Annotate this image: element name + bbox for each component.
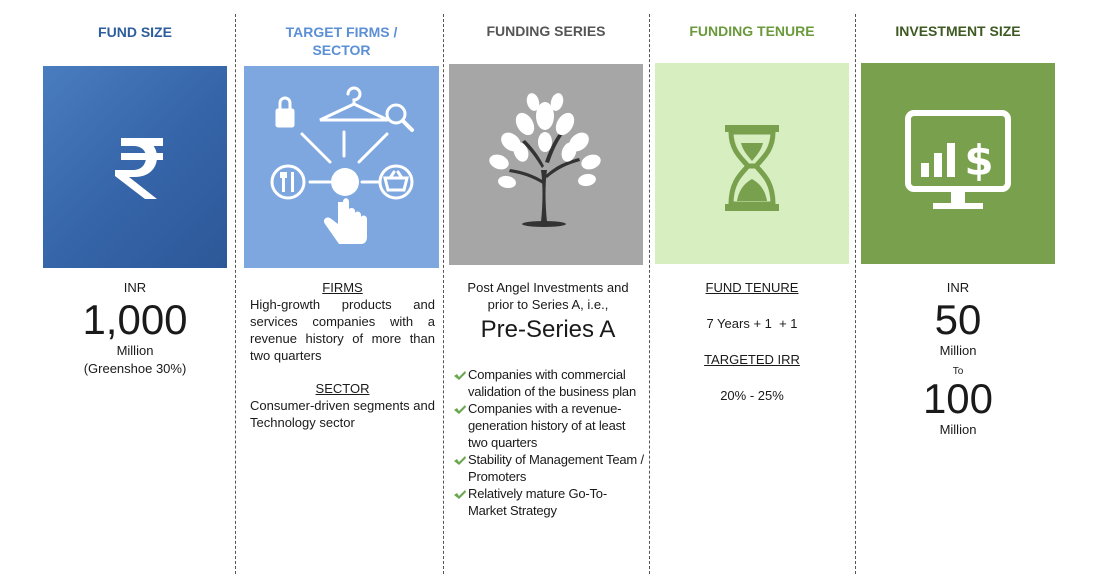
investment-connector: To	[952, 366, 964, 377]
firms-text: High-growth products and services compan…	[250, 297, 435, 363]
tree-icon	[489, 93, 601, 227]
investment-max-amount: 100	[922, 375, 994, 422]
criteria-text: Relatively mature Go-To-Market Strategy	[468, 486, 607, 518]
fund-tenure-title: FUND TENURE	[705, 280, 799, 295]
column-divider	[443, 14, 444, 574]
list-item: Companies with a revenue-generation hist…	[452, 400, 644, 451]
check-icon	[454, 486, 466, 503]
funding-series-column: FUNDING SERIES	[449, 0, 644, 585]
funding-tenure-tile	[655, 63, 849, 264]
column-divider	[649, 14, 650, 574]
investment-size-tile: $	[861, 63, 1055, 264]
funding-series-tile	[449, 64, 643, 265]
column-divider	[235, 14, 236, 574]
targeted-irr-title: TARGETED IRR	[704, 352, 800, 367]
fund-size-amount: 1,000	[82, 296, 188, 343]
funding-series-criteria: Companies with commercial validation of …	[452, 366, 644, 519]
criteria-text: Companies with commercial validation of …	[468, 367, 636, 399]
hourglass-icon	[725, 125, 779, 211]
funding-series-stage: Pre-Series A	[480, 316, 616, 343]
check-icon	[454, 452, 466, 469]
investment-size-column: INVESTMENT SIZE $ INR 50 Million To 100 …	[861, 0, 1055, 585]
investment-currency: INR	[946, 280, 970, 295]
criteria-text: Companies with a revenue-generation hist…	[468, 401, 626, 450]
fund-size-unit: Million	[116, 343, 154, 358]
target-firms-heading: TARGET FIRMS / SECTOR	[285, 24, 398, 58]
investment-size-details: INR 50 Million To 100 Million	[861, 279, 1055, 438]
fund-size-currency: INR	[123, 280, 147, 295]
check-icon	[454, 401, 466, 418]
funding-tenure-heading: FUNDING TENURE	[689, 23, 815, 39]
targeted-irr-value: 20% - 25%	[720, 388, 784, 403]
investment-max-unit: Million	[939, 422, 977, 437]
funding-series-intro: Post Angel Investments and prior to Seri…	[467, 280, 629, 312]
check-icon	[454, 367, 466, 384]
funding-series-details: Post Angel Investments and prior to Seri…	[459, 279, 637, 345]
fund-size-heading: FUND SIZE	[98, 24, 172, 40]
investment-size-heading: INVESTMENT SIZE	[895, 23, 1021, 39]
svg-text:$: $	[964, 136, 993, 185]
funding-tenure-column: FUNDING TENURE FUND TENURE 7 Years + 1 +…	[655, 0, 849, 585]
target-firms-details: FIRMS High-growth products and services …	[250, 279, 435, 431]
list-item: Companies with commercial validation of …	[452, 366, 644, 400]
list-item: Relatively mature Go-To-Market Strategy	[452, 485, 644, 519]
investment-min-amount: 50	[934, 296, 982, 343]
fund-tenure-value: 7 Years + 1 + 1	[706, 316, 798, 331]
criteria-text: Stability of Management Team / Promoters	[468, 452, 644, 484]
column-divider	[855, 14, 856, 574]
target-firms-icon	[270, 86, 414, 244]
target-firms-column: TARGET FIRMS / SECTOR	[244, 0, 439, 585]
fund-size-column: FUND SIZE INR 1,000 Million (Greenshoe 3…	[43, 0, 227, 585]
fund-size-note: (Greenshoe 30%)	[83, 361, 187, 376]
investment-min-unit: Million	[939, 343, 977, 358]
investment-monitor-icon: $	[905, 110, 1011, 209]
list-item: Stability of Management Team / Promoters	[452, 451, 644, 485]
funding-tenure-details: FUND TENURE 7 Years + 1 + 1 TARGETED IRR…	[655, 279, 849, 404]
sector-text: Consumer-driven segments and Technology …	[250, 398, 435, 430]
fund-size-details: INR 1,000 Million (Greenshoe 30%)	[43, 279, 227, 377]
sector-title: SECTOR	[315, 381, 370, 396]
funding-series-heading: FUNDING SERIES	[486, 23, 606, 39]
target-firms-tile	[244, 66, 439, 268]
firms-title: FIRMS	[322, 280, 363, 295]
rupee-icon	[115, 138, 163, 199]
fund-size-tile	[43, 66, 227, 268]
